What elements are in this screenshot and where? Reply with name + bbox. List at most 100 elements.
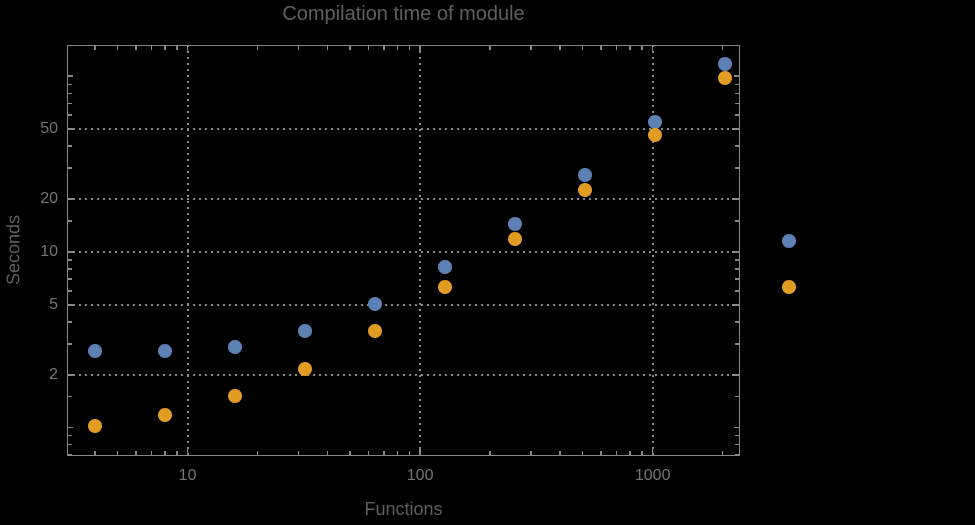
y-minor-tick bbox=[68, 220, 72, 222]
x-tick-label: 100 bbox=[406, 467, 434, 484]
y-major-tick bbox=[68, 128, 75, 130]
y-minor-tick-right bbox=[735, 114, 739, 116]
y-minor-tick-right bbox=[735, 434, 739, 437]
x-minor-tick-top bbox=[94, 46, 96, 50]
x-minor-tick-top bbox=[150, 46, 153, 50]
x-minor-tick bbox=[297, 451, 300, 455]
y-minor-tick-right bbox=[735, 454, 739, 456]
y-minor-tick-right bbox=[735, 321, 739, 323]
gridline-vertical bbox=[419, 45, 422, 456]
x-major-tick bbox=[651, 448, 654, 455]
y-minor-tick-right bbox=[735, 290, 739, 292]
x-minor-tick-top bbox=[176, 46, 178, 50]
y-tick-label: 10 bbox=[40, 242, 58, 260]
y-tick-label: 20 bbox=[40, 190, 58, 208]
x-minor-tick-top bbox=[367, 46, 370, 50]
data-point-series-1-blue bbox=[298, 323, 313, 338]
x-major-tick-top bbox=[651, 46, 654, 53]
data-point-series-2-orange bbox=[158, 408, 173, 423]
y-major-tick bbox=[68, 304, 75, 306]
x-minor-tick-top bbox=[383, 46, 385, 50]
data-point-series-1-blue bbox=[88, 344, 103, 359]
x-minor-tick bbox=[559, 451, 561, 455]
y-tick-label: 50 bbox=[40, 120, 58, 138]
gridline-horizontal bbox=[67, 250, 740, 253]
y-minor-tick-right bbox=[735, 343, 739, 345]
data-point-series-1-blue bbox=[508, 217, 523, 232]
x-minor-tick bbox=[176, 451, 178, 455]
y-minor-tick-right bbox=[735, 92, 739, 95]
y-minor-tick bbox=[68, 434, 72, 437]
x-minor-tick bbox=[600, 451, 602, 455]
y-minor-tick bbox=[68, 145, 72, 147]
x-minor-tick-top bbox=[600, 46, 602, 50]
chart-title: Compilation time of module bbox=[282, 3, 525, 25]
x-minor-tick-top bbox=[135, 46, 137, 50]
gridline-horizontal bbox=[67, 198, 740, 201]
x-minor-tick bbox=[721, 451, 724, 455]
legend-marker-1 bbox=[782, 234, 796, 248]
x-minor-tick bbox=[150, 451, 153, 455]
y-minor-tick-right bbox=[735, 268, 739, 270]
data-point-series-2-orange bbox=[648, 128, 663, 142]
x-major-tick bbox=[419, 448, 421, 455]
gridline-horizontal bbox=[67, 128, 740, 131]
x-minor-tick bbox=[116, 451, 119, 455]
x-minor-tick bbox=[135, 451, 137, 455]
x-major-tick-top bbox=[186, 46, 189, 53]
y-minor-tick bbox=[68, 102, 72, 105]
x-minor-tick bbox=[629, 451, 631, 455]
y-medium-tick-right bbox=[734, 75, 739, 77]
x-minor-tick-top bbox=[615, 46, 618, 50]
x-major-tick bbox=[186, 448, 189, 455]
x-minor-tick bbox=[641, 451, 643, 455]
data-point-series-2-orange bbox=[718, 71, 733, 86]
y-minor-tick bbox=[68, 343, 72, 345]
x-minor-tick-top bbox=[641, 46, 643, 50]
y-major-tick-right bbox=[732, 374, 739, 376]
x-minor-tick bbox=[383, 451, 385, 455]
y-minor-tick-right bbox=[735, 145, 739, 147]
y-minor-tick-right bbox=[735, 395, 739, 398]
y-minor-tick-right bbox=[735, 83, 739, 86]
gridline-horizontal bbox=[67, 373, 740, 376]
x-minor-tick bbox=[396, 451, 399, 455]
x-minor-tick-top bbox=[297, 46, 300, 50]
y-minor-tick bbox=[68, 167, 72, 169]
y-minor-tick bbox=[68, 268, 72, 270]
data-point-series-2-orange bbox=[508, 232, 523, 247]
data-point-series-1-blue bbox=[438, 259, 453, 274]
y-minor-tick bbox=[68, 83, 72, 86]
y-minor-tick bbox=[68, 92, 72, 95]
data-point-series-1-blue bbox=[368, 297, 383, 312]
y-major-tick bbox=[68, 374, 75, 376]
gridline-vertical bbox=[651, 45, 654, 456]
y-minor-tick-right bbox=[735, 443, 739, 446]
x-minor-tick-top bbox=[116, 46, 119, 50]
y-tick-label: 2 bbox=[49, 365, 58, 383]
x-minor-tick bbox=[367, 451, 370, 455]
y-minor-tick-right bbox=[735, 259, 739, 261]
x-tick-label: 10 bbox=[178, 467, 197, 484]
y-minor-tick bbox=[68, 44, 72, 47]
x-minor-tick-top bbox=[349, 46, 351, 50]
x-minor-tick-top bbox=[530, 46, 532, 50]
y-medium-tick bbox=[68, 426, 73, 429]
gridline-vertical bbox=[186, 45, 189, 456]
y-minor-tick bbox=[68, 395, 72, 398]
x-minor-tick bbox=[581, 451, 584, 455]
y-major-tick bbox=[68, 198, 75, 200]
y-minor-tick bbox=[68, 443, 72, 446]
y-minor-tick bbox=[68, 114, 72, 116]
y-medium-tick-right bbox=[734, 426, 739, 429]
data-point-series-1-blue bbox=[648, 115, 663, 130]
data-point-series-2-orange bbox=[578, 183, 593, 198]
x-minor-tick-top bbox=[559, 46, 561, 50]
data-point-series-2-orange bbox=[228, 389, 243, 404]
y-minor-tick bbox=[68, 321, 72, 323]
data-point-series-1-blue bbox=[578, 168, 593, 183]
x-minor-tick bbox=[408, 451, 411, 455]
y-major-tick-right bbox=[732, 128, 739, 130]
x-minor-tick bbox=[256, 451, 259, 455]
